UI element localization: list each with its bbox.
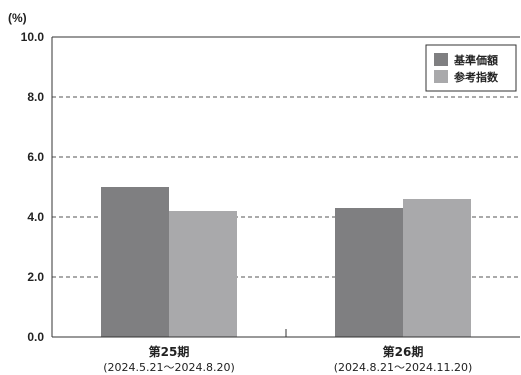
legend-box — [425, 44, 517, 92]
x-category-label-2: 第26期 — [383, 344, 424, 359]
y-tick-label-5: 10.0 — [21, 30, 45, 44]
legend-swatch-2 — [434, 70, 448, 83]
legend-label-2: 参考指数 — [454, 70, 499, 84]
y-tick-label-0: 0.0 — [27, 330, 44, 344]
bar-2-1 — [335, 208, 403, 337]
y-unit-label: (%) — [8, 11, 27, 25]
y-tick-labels: 0.0 2.0 4.0 6.0 8.0 10.0 — [21, 30, 45, 344]
y-tick-label-1: 2.0 — [27, 270, 44, 284]
legend-swatch-1 — [434, 53, 448, 66]
y-tick-label-2: 4.0 — [27, 210, 44, 224]
bars — [101, 187, 471, 337]
x-category-label-1: 第25期 — [149, 344, 190, 359]
legend-label-1: 基準価額 — [453, 53, 498, 67]
y-tick-label-4: 8.0 — [27, 90, 44, 104]
x-category-period-2: (2024.8.21～2024.11.20) — [334, 361, 473, 374]
x-category-labels: 第25期 (2024.5.21～2024.8.20) 第26期 (2024.8.21～… — [103, 344, 472, 374]
bar-1-1 — [101, 187, 169, 337]
bar-1-2 — [169, 211, 237, 337]
x-category-period-1: (2024.5.21～2024.8.20) — [103, 361, 235, 374]
axes — [51, 36, 520, 338]
bar-2-2 — [403, 199, 471, 337]
y-tick-label-3: 6.0 — [27, 150, 44, 164]
